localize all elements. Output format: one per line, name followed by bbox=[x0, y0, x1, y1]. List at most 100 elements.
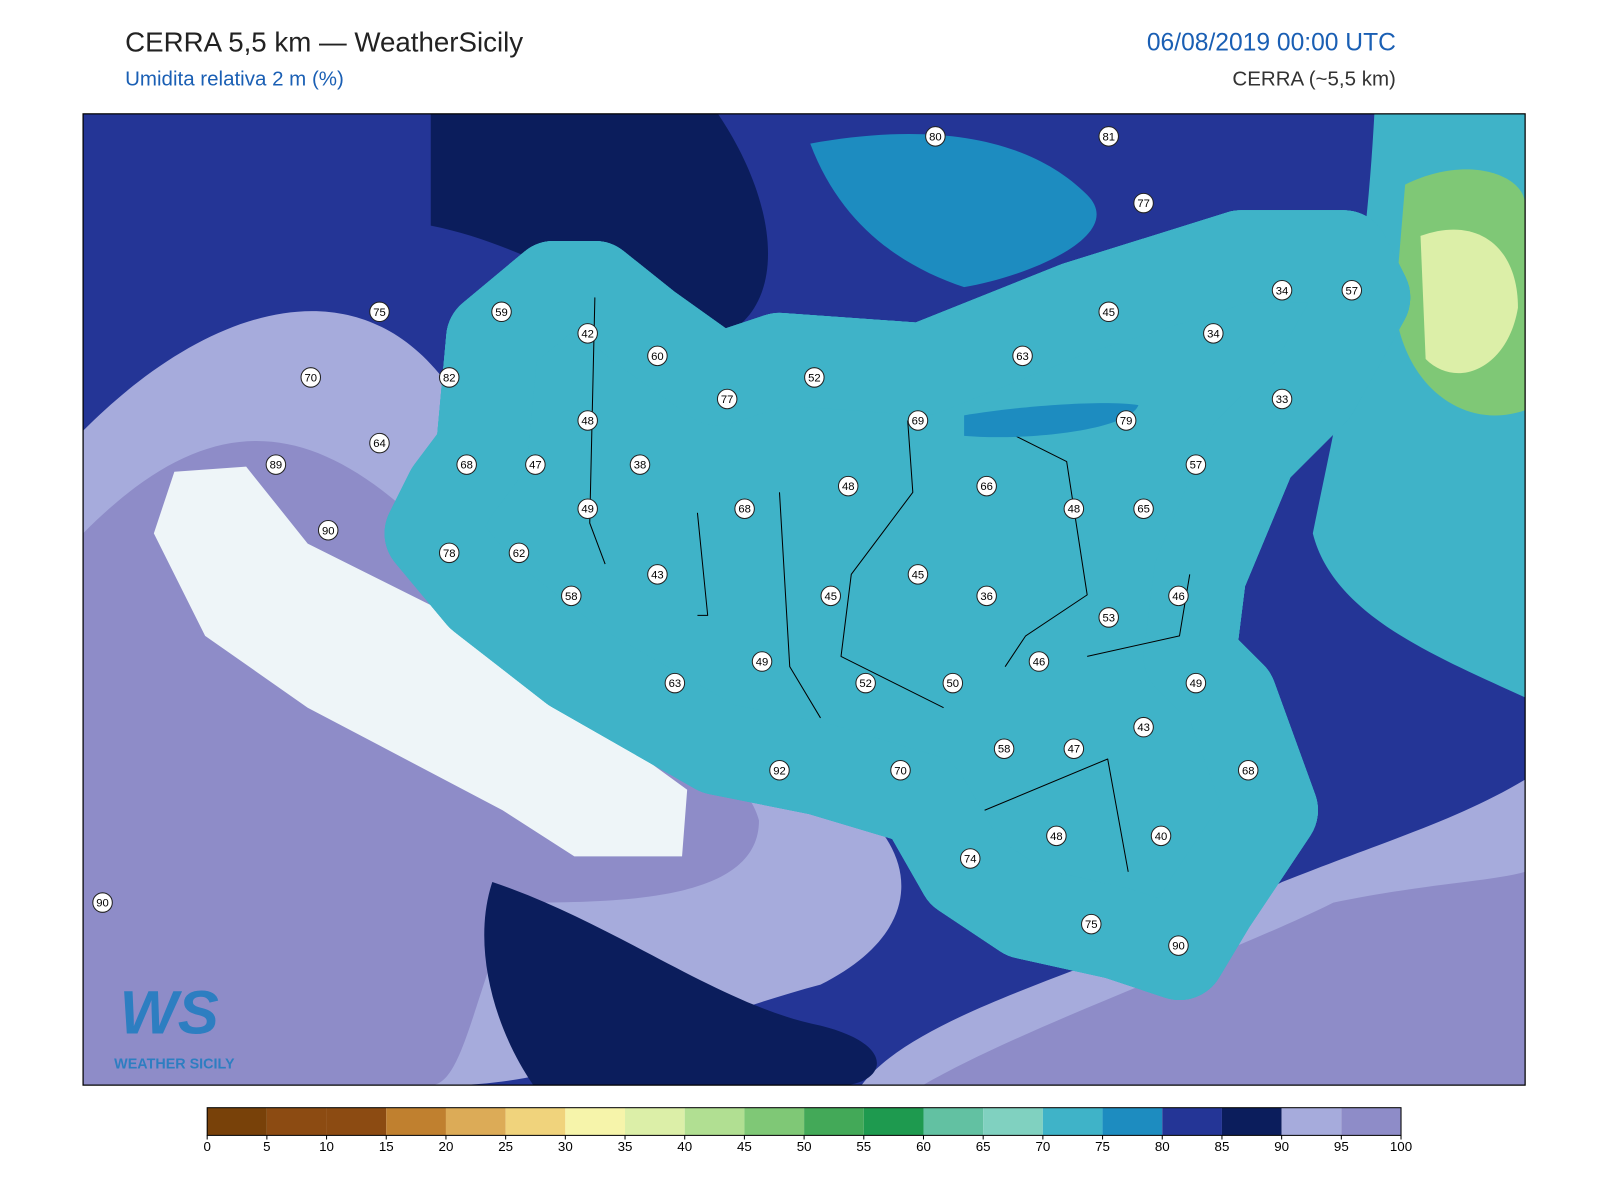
station-marker bbox=[300, 367, 322, 388]
station-value: 64 bbox=[373, 438, 386, 450]
colorbar-bin bbox=[1162, 1107, 1222, 1136]
humid-area bbox=[923, 871, 1526, 1086]
colorbar-label: 15 bbox=[379, 1139, 394, 1154]
colorbar-bin bbox=[1042, 1107, 1103, 1136]
station-marker bbox=[508, 542, 530, 564]
station-value: 43 bbox=[651, 569, 664, 581]
station-value: 36 bbox=[980, 591, 993, 603]
station-marker bbox=[369, 432, 390, 454]
station-value: 52 bbox=[859, 678, 872, 690]
title: CERRA 5,5 km — WeatherSicily bbox=[125, 26, 523, 57]
station-marker bbox=[664, 672, 686, 694]
station-marker bbox=[734, 498, 755, 519]
datetime: 06/08/2019 00:00 UTC bbox=[1147, 30, 1396, 57]
colorbar-bin bbox=[1341, 1107, 1402, 1136]
station-marker bbox=[369, 301, 390, 323]
station-value: 58 bbox=[565, 591, 578, 603]
station-marker bbox=[1046, 825, 1067, 847]
colorbar-bin bbox=[1221, 1107, 1282, 1136]
station-marker bbox=[456, 454, 477, 475]
station-marker bbox=[855, 672, 876, 694]
colorbar-bin bbox=[923, 1107, 984, 1136]
sicily bbox=[431, 256, 1411, 953]
station-value: 48 bbox=[1068, 504, 1081, 516]
colorbar-bin bbox=[1281, 1107, 1342, 1136]
colorbar-label: 80 bbox=[1155, 1139, 1170, 1154]
colorbar-label: 0 bbox=[203, 1139, 210, 1154]
station-value: 48 bbox=[1050, 831, 1063, 843]
station-value: 90 bbox=[1172, 941, 1185, 953]
station-value: 63 bbox=[1016, 351, 1029, 363]
logo-name: WEATHER SICILY bbox=[114, 1056, 235, 1072]
station-value: 45 bbox=[1102, 307, 1115, 319]
station-marker bbox=[1098, 301, 1119, 323]
colorbar: 0 5 10 15 20 25 30 35 40 45 50 55 60 65 70 75 80 85 90 95 10… bbox=[203, 1107, 1412, 1154]
station-marker bbox=[1098, 126, 1119, 147]
station-marker bbox=[820, 585, 842, 607]
station-marker bbox=[976, 585, 997, 607]
station-value: 90 bbox=[322, 525, 335, 537]
station-value: 89 bbox=[270, 460, 283, 472]
colorbar-label: 100 bbox=[1390, 1139, 1412, 1154]
station-marker bbox=[491, 301, 512, 323]
station-value: 69 bbox=[912, 416, 925, 428]
station-marker bbox=[1133, 716, 1154, 738]
station-marker bbox=[1133, 192, 1154, 214]
station-value: 66 bbox=[980, 481, 993, 493]
station-marker bbox=[769, 759, 790, 781]
logo-mark: WS bbox=[120, 979, 219, 1048]
station-value: 47 bbox=[1068, 744, 1081, 756]
station-marker bbox=[716, 388, 738, 410]
station-value: 78 bbox=[443, 548, 456, 560]
colorbar-bin bbox=[983, 1107, 1043, 1136]
station-marker bbox=[907, 410, 929, 431]
colorbar-label: 90 bbox=[1274, 1139, 1289, 1154]
station-value: 68 bbox=[738, 504, 751, 516]
station-marker bbox=[751, 651, 773, 672]
station-value: 75 bbox=[373, 307, 386, 319]
colorbar-label: 75 bbox=[1095, 1139, 1110, 1154]
station-value: 48 bbox=[842, 481, 855, 493]
station-marker bbox=[525, 454, 546, 475]
station-marker bbox=[577, 498, 598, 519]
station-value: 47 bbox=[529, 460, 542, 472]
station-value: 46 bbox=[1033, 657, 1046, 669]
colorbar-bin bbox=[445, 1107, 506, 1136]
station-value: 77 bbox=[1137, 198, 1150, 210]
station-value: 75 bbox=[1085, 919, 1098, 931]
station-value: 77 bbox=[721, 394, 734, 406]
colorbar-label: 65 bbox=[976, 1139, 991, 1154]
colorbar-bin bbox=[565, 1107, 626, 1136]
station-value: 43 bbox=[1137, 722, 1150, 734]
stations: 80 81 77 34 57 75 59 42 45 34 60 63 70 82 52 77 33 48 69 79… bbox=[92, 126, 1363, 956]
station-marker bbox=[1203, 323, 1224, 344]
station-value: 62 bbox=[513, 548, 526, 560]
station-marker bbox=[804, 367, 825, 388]
station-value: 81 bbox=[1102, 131, 1115, 143]
station-marker bbox=[438, 367, 460, 388]
colorbar-label: 85 bbox=[1215, 1139, 1230, 1154]
logo: WS WEATHER SICILY bbox=[114, 979, 235, 1073]
station-value: 58 bbox=[998, 744, 1011, 756]
station-value: 34 bbox=[1276, 285, 1289, 297]
station-value: 34 bbox=[1207, 328, 1220, 340]
station-value: 46 bbox=[1172, 591, 1185, 603]
station-value: 70 bbox=[894, 765, 907, 777]
colorbar-bin bbox=[386, 1107, 446, 1136]
station-value: 59 bbox=[495, 307, 508, 319]
station-marker bbox=[629, 454, 651, 475]
station-value: 49 bbox=[581, 504, 594, 516]
station-value: 68 bbox=[1242, 765, 1255, 777]
station-marker bbox=[1341, 279, 1363, 301]
station-marker bbox=[1133, 498, 1154, 519]
station-value: 40 bbox=[1155, 831, 1168, 843]
station-marker bbox=[837, 475, 859, 497]
station-marker bbox=[959, 848, 981, 869]
station-value: 92 bbox=[773, 765, 786, 777]
station-marker bbox=[1168, 935, 1189, 956]
colorbar-label: 25 bbox=[498, 1139, 513, 1154]
station-value: 82 bbox=[443, 372, 456, 384]
station-marker bbox=[1271, 388, 1293, 410]
station-marker bbox=[1012, 345, 1033, 367]
station-value: 52 bbox=[808, 372, 821, 384]
